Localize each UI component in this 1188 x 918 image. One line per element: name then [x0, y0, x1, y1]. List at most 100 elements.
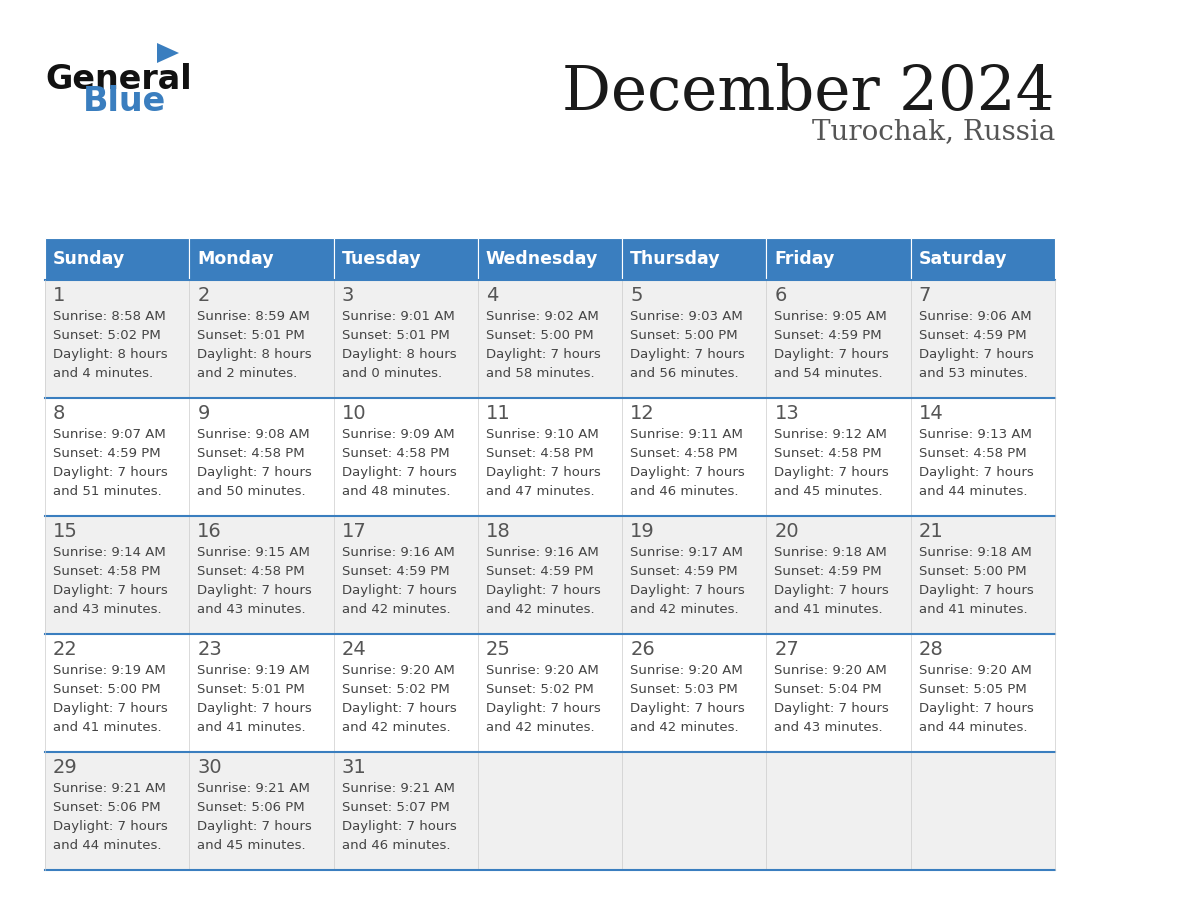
Text: Sunset: 4:58 PM: Sunset: 4:58 PM	[342, 447, 449, 460]
Text: Sunset: 4:59 PM: Sunset: 4:59 PM	[630, 565, 738, 578]
Text: and 41 minutes.: and 41 minutes.	[53, 721, 162, 734]
Text: Daylight: 7 hours: Daylight: 7 hours	[918, 584, 1034, 597]
Text: Sunset: 4:58 PM: Sunset: 4:58 PM	[197, 447, 305, 460]
Text: Sunset: 4:59 PM: Sunset: 4:59 PM	[53, 447, 160, 460]
Text: Sunset: 4:59 PM: Sunset: 4:59 PM	[775, 329, 881, 342]
Text: and 53 minutes.: and 53 minutes.	[918, 367, 1028, 380]
Text: Daylight: 7 hours: Daylight: 7 hours	[53, 702, 168, 715]
Text: Sunrise: 9:03 AM: Sunrise: 9:03 AM	[630, 310, 742, 323]
Bar	[911, 398, 1055, 516]
Text: Daylight: 7 hours: Daylight: 7 hours	[630, 348, 745, 361]
Text: Sunrise: 9:20 AM: Sunrise: 9:20 AM	[486, 664, 599, 677]
Text: 16: 16	[197, 522, 222, 541]
Text: and 41 minutes.: and 41 minutes.	[775, 603, 883, 616]
Bar	[189, 238, 334, 280]
Text: Sunrise: 9:14 AM: Sunrise: 9:14 AM	[53, 546, 166, 559]
Bar	[766, 398, 911, 516]
Text: 24: 24	[342, 640, 366, 659]
Bar	[334, 238, 478, 280]
Text: Tuesday: Tuesday	[342, 250, 422, 268]
Text: 17: 17	[342, 522, 366, 541]
Bar	[623, 634, 766, 752]
Text: Daylight: 7 hours: Daylight: 7 hours	[486, 702, 601, 715]
Text: Sunrise: 8:58 AM: Sunrise: 8:58 AM	[53, 310, 166, 323]
Bar	[911, 238, 1055, 280]
Text: Sunset: 4:58 PM: Sunset: 4:58 PM	[486, 447, 594, 460]
Text: and 42 minutes.: and 42 minutes.	[486, 721, 594, 734]
Text: Sunset: 5:06 PM: Sunset: 5:06 PM	[197, 801, 305, 814]
Bar	[766, 752, 911, 870]
Bar	[766, 634, 911, 752]
Text: 13: 13	[775, 404, 800, 423]
Text: Daylight: 8 hours: Daylight: 8 hours	[53, 348, 168, 361]
Bar	[623, 280, 766, 398]
Bar	[911, 516, 1055, 634]
Text: 21: 21	[918, 522, 943, 541]
Text: Sunset: 4:59 PM: Sunset: 4:59 PM	[775, 565, 881, 578]
Text: 31: 31	[342, 758, 366, 777]
Text: and 44 minutes.: and 44 minutes.	[918, 485, 1028, 498]
Text: Daylight: 7 hours: Daylight: 7 hours	[197, 702, 312, 715]
Text: Sunset: 5:00 PM: Sunset: 5:00 PM	[630, 329, 738, 342]
Text: 6: 6	[775, 286, 786, 305]
Text: Sunrise: 9:06 AM: Sunrise: 9:06 AM	[918, 310, 1031, 323]
Text: and 54 minutes.: and 54 minutes.	[775, 367, 883, 380]
Text: Sunrise: 9:20 AM: Sunrise: 9:20 AM	[918, 664, 1031, 677]
Text: 23: 23	[197, 640, 222, 659]
Text: Sunset: 5:01 PM: Sunset: 5:01 PM	[197, 329, 305, 342]
Text: Sunrise: 9:02 AM: Sunrise: 9:02 AM	[486, 310, 599, 323]
Bar	[334, 752, 478, 870]
Text: Sunrise: 9:15 AM: Sunrise: 9:15 AM	[197, 546, 310, 559]
Text: Sunset: 5:05 PM: Sunset: 5:05 PM	[918, 683, 1026, 696]
Text: Sunrise: 9:20 AM: Sunrise: 9:20 AM	[775, 664, 887, 677]
Text: Sunrise: 9:18 AM: Sunrise: 9:18 AM	[918, 546, 1031, 559]
Polygon shape	[157, 43, 179, 63]
Text: Sunset: 4:58 PM: Sunset: 4:58 PM	[53, 565, 160, 578]
Text: Sunset: 5:00 PM: Sunset: 5:00 PM	[486, 329, 594, 342]
Bar	[766, 516, 911, 634]
Bar	[766, 280, 911, 398]
Text: and 45 minutes.: and 45 minutes.	[775, 485, 883, 498]
Text: and 48 minutes.: and 48 minutes.	[342, 485, 450, 498]
Text: Sunset: 5:02 PM: Sunset: 5:02 PM	[486, 683, 594, 696]
Text: 26: 26	[630, 640, 655, 659]
Text: Turochak, Russia: Turochak, Russia	[811, 118, 1055, 145]
Text: Daylight: 7 hours: Daylight: 7 hours	[486, 466, 601, 479]
Text: Daylight: 7 hours: Daylight: 7 hours	[486, 584, 601, 597]
Text: Sunrise: 9:01 AM: Sunrise: 9:01 AM	[342, 310, 454, 323]
Bar	[478, 516, 623, 634]
Text: Wednesday: Wednesday	[486, 250, 599, 268]
Text: and 41 minutes.: and 41 minutes.	[918, 603, 1028, 616]
Bar	[45, 280, 189, 398]
Text: Daylight: 8 hours: Daylight: 8 hours	[342, 348, 456, 361]
Bar	[478, 238, 623, 280]
Bar	[623, 752, 766, 870]
Text: and 0 minutes.: and 0 minutes.	[342, 367, 442, 380]
Text: and 41 minutes.: and 41 minutes.	[197, 721, 307, 734]
Text: and 46 minutes.: and 46 minutes.	[630, 485, 739, 498]
Bar	[45, 634, 189, 752]
Text: Daylight: 7 hours: Daylight: 7 hours	[53, 466, 168, 479]
Bar	[334, 398, 478, 516]
Bar	[623, 516, 766, 634]
Bar	[478, 634, 623, 752]
Bar	[45, 752, 189, 870]
Bar	[911, 634, 1055, 752]
Text: and 43 minutes.: and 43 minutes.	[775, 721, 883, 734]
Bar	[45, 398, 189, 516]
Text: and 43 minutes.: and 43 minutes.	[53, 603, 162, 616]
Text: 9: 9	[197, 404, 209, 423]
Text: December 2024: December 2024	[562, 63, 1055, 123]
Text: Sunset: 4:59 PM: Sunset: 4:59 PM	[918, 329, 1026, 342]
Text: Sunrise: 9:19 AM: Sunrise: 9:19 AM	[53, 664, 166, 677]
Bar	[334, 280, 478, 398]
Text: 20: 20	[775, 522, 800, 541]
Text: Saturday: Saturday	[918, 250, 1007, 268]
Text: and 58 minutes.: and 58 minutes.	[486, 367, 594, 380]
Text: Sunrise: 9:09 AM: Sunrise: 9:09 AM	[342, 428, 454, 441]
Text: and 47 minutes.: and 47 minutes.	[486, 485, 594, 498]
Text: 30: 30	[197, 758, 222, 777]
Bar	[189, 516, 334, 634]
Text: Daylight: 7 hours: Daylight: 7 hours	[342, 466, 456, 479]
Bar	[45, 516, 189, 634]
